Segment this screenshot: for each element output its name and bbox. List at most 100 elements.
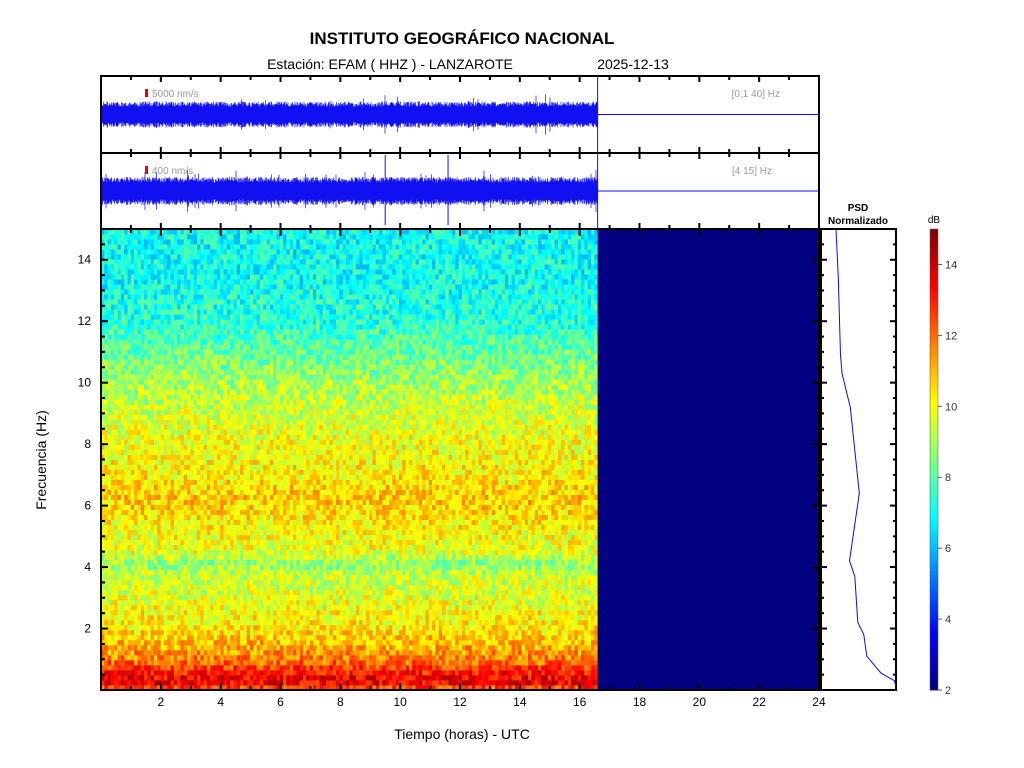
spectrogram-cell bbox=[504, 544, 509, 551]
spectrogram-cell bbox=[501, 599, 506, 606]
spectrogram-cell bbox=[531, 664, 536, 671]
spectrogram-cell bbox=[551, 594, 555, 601]
spectrogram-cell bbox=[200, 684, 205, 691]
spectrogram-cell bbox=[299, 624, 304, 631]
spectrogram-cell bbox=[246, 534, 251, 541]
spectrogram-cell bbox=[309, 654, 314, 661]
spectrogram-cell bbox=[385, 569, 390, 576]
spectrogram-cell bbox=[110, 614, 115, 621]
spectrogram-cell bbox=[216, 559, 221, 566]
spectrogram-cell bbox=[461, 654, 466, 661]
spectrogram-cell bbox=[256, 624, 261, 631]
spectrogram-cell bbox=[584, 619, 589, 626]
spectrogram-cell bbox=[144, 579, 148, 586]
spectrogram-cell bbox=[557, 674, 562, 681]
spectrogram-cell bbox=[200, 594, 205, 601]
spectrogram-cell bbox=[246, 524, 251, 531]
spectrogram-cell bbox=[521, 619, 526, 626]
spectrogram-cell bbox=[372, 594, 377, 601]
spectrogram-cell bbox=[213, 569, 218, 576]
spectrogram-cell bbox=[481, 654, 486, 661]
spectrogram-cell bbox=[200, 599, 205, 606]
spectrogram-cell bbox=[312, 684, 317, 691]
spectrogram-cell bbox=[365, 584, 370, 591]
spectrogram-cell bbox=[107, 554, 112, 561]
spectrogram-cell bbox=[104, 649, 109, 656]
spectrogram-cell bbox=[521, 549, 526, 556]
spectrogram-cell bbox=[203, 674, 208, 681]
spectrogram-cell bbox=[299, 599, 304, 606]
spectrogram-cell bbox=[273, 654, 277, 661]
spectrogram-cell bbox=[236, 639, 241, 646]
spectrogram-cell bbox=[147, 674, 152, 681]
spectrogram-cell bbox=[259, 619, 264, 626]
spectrogram-cell bbox=[415, 559, 420, 566]
spectrogram-cell bbox=[511, 534, 516, 541]
spectrogram-cell bbox=[581, 609, 585, 616]
spectrogram-cell bbox=[316, 609, 320, 616]
spectrogram-cell bbox=[375, 614, 380, 621]
spectrogram-cell bbox=[369, 589, 373, 596]
spectrogram-cell bbox=[385, 529, 390, 536]
spectrogram-cell bbox=[226, 669, 231, 676]
spectrogram-cell bbox=[104, 544, 109, 551]
spectrogram-cell bbox=[309, 584, 314, 591]
spectrogram-cell bbox=[137, 629, 142, 636]
spectrogram-cell bbox=[514, 589, 519, 596]
spectrogram-cell bbox=[101, 629, 105, 636]
spectrogram-cell bbox=[541, 654, 546, 661]
spectrogram-cell bbox=[190, 624, 195, 631]
spectrogram-cell bbox=[385, 609, 390, 616]
spectrogram-cell bbox=[392, 634, 397, 641]
spectrogram-cell bbox=[236, 524, 241, 531]
spectrogram-cell bbox=[587, 559, 592, 566]
spectrogram-cell bbox=[160, 524, 165, 531]
spectrogram-cell bbox=[524, 664, 529, 671]
spectrogram-cell bbox=[408, 529, 413, 536]
spectrogram-cell bbox=[117, 619, 122, 626]
spectrogram-cell bbox=[352, 559, 357, 566]
spectrogram-cell bbox=[485, 589, 489, 596]
spectrogram-cell bbox=[392, 554, 397, 561]
spectrogram-cell bbox=[293, 659, 297, 666]
spectrogram-cell bbox=[379, 574, 383, 581]
spectrogram-cell bbox=[236, 634, 241, 641]
spectrogram-cell bbox=[329, 639, 334, 646]
spectrogram-cell bbox=[150, 684, 155, 691]
spectrogram-cell bbox=[524, 634, 529, 641]
spectrogram-cell bbox=[494, 549, 499, 556]
spectrogram-cell bbox=[531, 684, 536, 691]
spectrogram-cell bbox=[465, 594, 469, 601]
spectrogram-cell bbox=[531, 674, 536, 681]
spectrogram-cell bbox=[389, 594, 393, 601]
spectrogram-cell bbox=[137, 529, 142, 536]
spectrogram-cell bbox=[150, 594, 155, 601]
spectrogram-cell bbox=[190, 529, 195, 536]
spectrogram-cell bbox=[101, 679, 105, 686]
spectrogram-cell bbox=[140, 559, 145, 566]
spectrogram-cell bbox=[127, 619, 132, 626]
spectrogram-cell bbox=[226, 594, 231, 601]
spectrogram-cell bbox=[273, 674, 277, 681]
spectrogram-cell bbox=[107, 574, 112, 581]
spectrogram-cell bbox=[372, 589, 377, 596]
spectrogram-cell bbox=[110, 539, 115, 546]
spectrogram-cell bbox=[458, 564, 463, 571]
spectrogram-cell bbox=[511, 579, 516, 586]
spectrogram-cell bbox=[591, 609, 595, 616]
spectrogram-cell bbox=[481, 594, 486, 601]
spectrogram-cell bbox=[243, 544, 248, 551]
spectrogram-cell bbox=[422, 584, 426, 591]
spectrogram-cell bbox=[395, 674, 400, 681]
spectrogram-cell bbox=[206, 659, 211, 666]
spectrogram-cell bbox=[329, 574, 334, 581]
spectrogram-cell bbox=[306, 534, 310, 541]
spectrogram-cell bbox=[349, 574, 354, 581]
spectrogram-cell bbox=[329, 549, 334, 556]
spectrogram-cell bbox=[581, 649, 585, 656]
spectrogram-cell bbox=[236, 649, 241, 656]
spectrogram-cell bbox=[312, 644, 317, 651]
spectrogram-cell bbox=[481, 589, 486, 596]
spectrogram-cell bbox=[150, 534, 155, 541]
spectrogram-cell bbox=[114, 554, 118, 561]
